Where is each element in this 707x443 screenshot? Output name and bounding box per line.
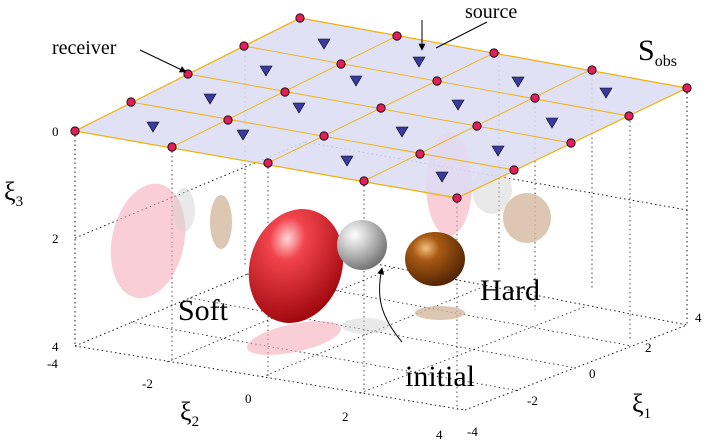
xi2-tick: 0 xyxy=(245,391,252,406)
xi2-tick: -4 xyxy=(47,356,58,371)
receiver-marker xyxy=(223,115,233,125)
soft-body xyxy=(248,209,344,323)
source-marker xyxy=(203,93,217,105)
source-marker xyxy=(412,56,426,68)
source-marker xyxy=(491,145,505,157)
receiver-marker xyxy=(70,126,80,136)
receiver-marker xyxy=(682,83,692,93)
xi1-axis-label: ξ1 xyxy=(632,389,651,422)
receiver-marker xyxy=(263,158,273,168)
receiver-marker xyxy=(376,103,386,113)
xi2-tick: 2 xyxy=(342,409,349,424)
initial-pointer xyxy=(377,267,403,343)
source-marker xyxy=(340,155,354,167)
receiver-marker xyxy=(280,87,290,97)
hard-label: Hard xyxy=(480,274,540,307)
receiver-label: receiver xyxy=(52,37,117,59)
receiver-marker xyxy=(336,59,346,69)
sources xyxy=(146,38,613,183)
initial-projection-floor xyxy=(342,318,390,334)
source-marker xyxy=(146,121,160,133)
xi2-axis-label: ξ2 xyxy=(180,397,199,430)
source-marker xyxy=(259,65,273,77)
receiver-marker xyxy=(432,76,442,86)
receiver-marker xyxy=(126,97,136,107)
xi3-tick: 2 xyxy=(52,231,59,246)
receiver-marker xyxy=(319,131,329,141)
source-marker xyxy=(435,171,449,183)
annotations: receiver source Sobs Soft Hard initial xyxy=(52,1,677,393)
hard-projection-left xyxy=(210,195,232,249)
xi2-ticks: -4 -2 0 2 4 xyxy=(47,356,443,442)
source-marker xyxy=(236,129,250,141)
xi3-tick: 0 xyxy=(52,124,59,139)
source-marker xyxy=(511,76,525,88)
initial-body xyxy=(337,220,387,270)
xi1-ticks: 4 2 0 -2 -4 xyxy=(467,310,702,439)
source-marker xyxy=(599,87,613,99)
xi3-tick: 4 xyxy=(52,339,59,354)
xi3-ticks: 0 2 4 xyxy=(52,124,59,354)
bodies xyxy=(248,209,465,323)
receiver-marker xyxy=(509,165,519,175)
xi3-axis-label: ξ3 xyxy=(4,177,23,210)
source-marker xyxy=(451,99,465,111)
hard-projection-floor xyxy=(415,306,465,320)
receiver-pointer xyxy=(139,49,187,73)
receiver-marker xyxy=(239,41,249,51)
receiver-marker xyxy=(392,31,402,41)
receiver-marker xyxy=(295,13,305,23)
receiver-marker xyxy=(452,193,462,203)
source-marker xyxy=(292,102,306,114)
initial-label: initial xyxy=(405,360,475,393)
xi2-tick: -2 xyxy=(142,376,153,391)
source-marker xyxy=(317,38,331,50)
soft-projection-floor xyxy=(246,321,342,355)
hard-projection-right xyxy=(503,193,551,243)
xi1-tick: -4 xyxy=(467,424,478,439)
receiver-marker xyxy=(489,48,499,58)
receiver-marker xyxy=(530,93,540,103)
source-label: source xyxy=(465,1,517,23)
receiver-marker xyxy=(359,176,369,186)
surface-label: Sobs xyxy=(638,34,677,70)
source-marker xyxy=(349,75,363,87)
source-marker xyxy=(395,126,409,138)
xi1-tick: 2 xyxy=(645,340,652,355)
receiver-marker xyxy=(566,138,576,148)
soft-projection-left xyxy=(110,183,186,299)
receiver-marker xyxy=(472,121,482,131)
xi1-tick: -2 xyxy=(527,393,538,408)
initial-projection-left xyxy=(173,188,195,232)
axis-labels: ξ3 ξ2 ξ1 xyxy=(4,177,651,430)
hard-body xyxy=(405,232,465,286)
soft-label: Soft xyxy=(178,294,229,327)
xi2-tick: 4 xyxy=(436,427,443,442)
xi1-tick: 0 xyxy=(589,366,596,381)
receiver-marker xyxy=(167,142,177,152)
receiver-marker xyxy=(587,65,597,75)
xi1-tick: 4 xyxy=(695,310,702,325)
callout-arrows xyxy=(139,20,488,343)
receiver-marker xyxy=(415,149,425,159)
receiver-marker xyxy=(624,111,634,121)
source-marker xyxy=(545,117,559,129)
source-pointer xyxy=(435,21,488,49)
